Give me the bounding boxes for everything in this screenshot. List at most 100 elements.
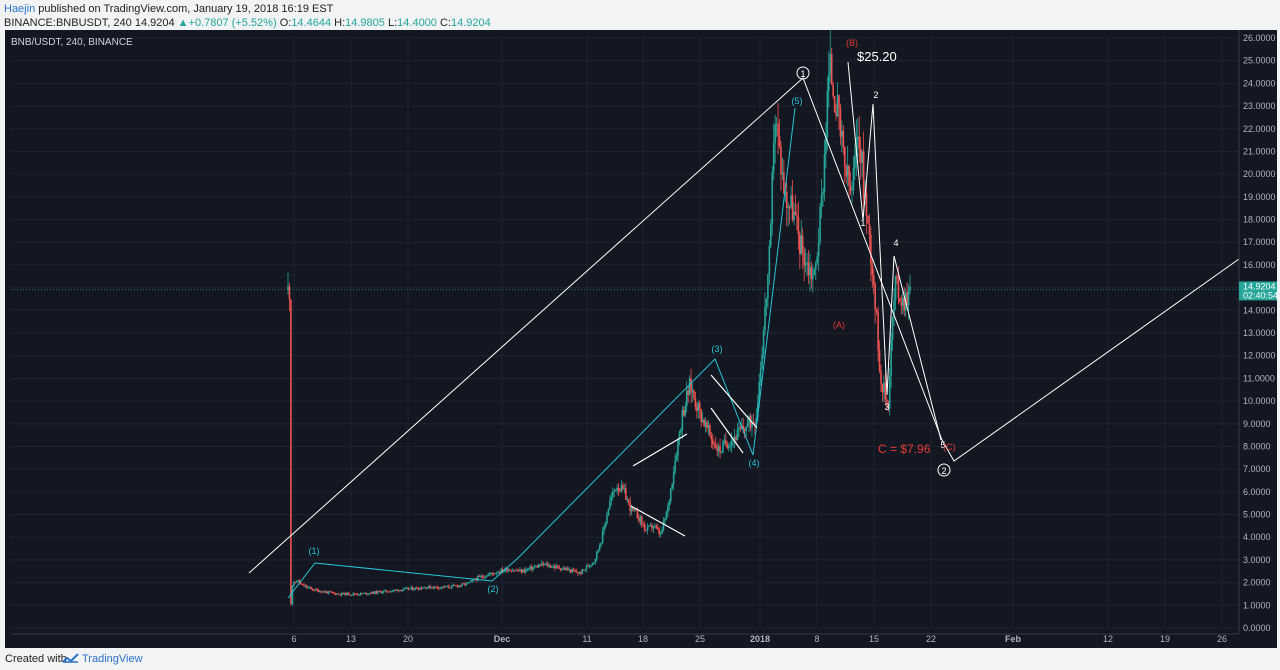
candle-body (799, 234, 801, 254)
candle-body (581, 569, 584, 575)
price-tick-label: 7.0000 (1243, 464, 1271, 474)
chart-panel[interactable]: (1) (2) (3) (4) (5) (A) (B) 1 2 3 4 5 $25.20 C = $7.9… (5, 29, 1279, 648)
candle-body (603, 526, 605, 531)
white-subwave-line (847, 61, 942, 441)
candle-body (677, 439, 679, 456)
price-tick-label: 3.0000 (1243, 555, 1271, 565)
candle-body (342, 592, 344, 595)
channel-line-upper-2 (710, 374, 758, 429)
candle-body (667, 505, 669, 513)
candle-body (878, 350, 881, 371)
candle-body (424, 587, 427, 589)
candle-body (729, 445, 732, 447)
candle-body (569, 569, 572, 573)
channel-line-lower-2 (710, 407, 744, 454)
price-tick-label: 26.0000 (1243, 33, 1276, 43)
candle-body (861, 151, 863, 164)
candle-body (481, 576, 484, 578)
candle-body (491, 572, 494, 574)
candle-body (558, 566, 560, 569)
candle-body (349, 594, 352, 596)
candle-body (523, 569, 526, 572)
candle-body (548, 565, 550, 567)
tradingview-brand[interactable]: TradingView (82, 653, 143, 665)
candle-body (377, 591, 379, 594)
price-tick-label: 13.0000 (1243, 328, 1276, 338)
candle-body (484, 576, 486, 578)
candle-body (561, 568, 563, 570)
candle-body (448, 586, 450, 588)
candle-body (704, 421, 707, 427)
candle-body (552, 566, 555, 568)
candle-body (638, 518, 640, 522)
price-tick-label: 17.0000 (1243, 237, 1276, 247)
candle-body (871, 264, 874, 276)
candle-body (427, 585, 430, 588)
white-wave-line (248, 77, 1240, 574)
candle-body (814, 263, 817, 270)
candle-body (393, 589, 395, 591)
candle-body (690, 378, 692, 393)
candle-body (787, 207, 790, 208)
time-tick-label: 20 (403, 634, 413, 644)
time-tick-label: 8 (814, 634, 819, 644)
candle-body (471, 580, 473, 582)
candle-body (432, 587, 434, 589)
candle-body (388, 591, 391, 593)
candle-body (768, 245, 771, 275)
candle-body (693, 390, 695, 398)
candle-body (430, 587, 433, 589)
candle-body (785, 191, 788, 208)
candle-body (774, 124, 776, 144)
candle-body (420, 587, 423, 589)
candle-body (648, 525, 650, 527)
candle-body (390, 591, 392, 592)
up-arrow-icon: ▲ (177, 17, 189, 29)
candle-body (501, 569, 504, 572)
candle-body (780, 146, 782, 175)
candle-body (742, 426, 745, 430)
candle-body (758, 381, 761, 402)
candle-body (739, 427, 742, 429)
candle-body (520, 569, 523, 573)
candle-body (614, 490, 617, 492)
candle-body (529, 566, 531, 569)
candle-body (553, 566, 556, 568)
candle-body (298, 580, 301, 584)
time-tick-label: 15 (869, 634, 879, 644)
candle-body (395, 589, 398, 591)
low-value: 14.4000 (397, 17, 437, 29)
candle-body (306, 585, 308, 588)
candle-body (410, 587, 413, 589)
candle-body (636, 510, 639, 519)
candle-body (339, 594, 341, 596)
candle-body (767, 274, 769, 300)
candle-body (907, 290, 910, 306)
candle-body (601, 530, 604, 543)
candle-body (461, 583, 463, 586)
candle-body (397, 589, 399, 592)
candle-body (559, 568, 562, 570)
candle-body (488, 573, 491, 575)
candle-body (535, 565, 537, 567)
circled-wave-label-2: 2 (941, 466, 946, 476)
candle-body (316, 589, 318, 590)
candle-body (709, 425, 711, 436)
author-link[interactable]: Haejin (4, 3, 36, 15)
candle-body (453, 585, 456, 586)
candle-body (683, 409, 685, 416)
candle-body (442, 586, 444, 588)
candle-body (391, 590, 394, 592)
candle-body (435, 586, 437, 588)
price-tick-label: 1.0000 (1243, 600, 1271, 610)
candle-body (379, 591, 382, 593)
time-tick-label: 19 (1160, 634, 1170, 644)
channel-line-lower (630, 505, 686, 537)
wave-label: (B) (846, 38, 858, 48)
candle-body (443, 586, 446, 588)
candle-body (565, 568, 568, 570)
candle-body (564, 568, 566, 570)
candle-body (549, 565, 552, 568)
candle-body (429, 585, 431, 589)
